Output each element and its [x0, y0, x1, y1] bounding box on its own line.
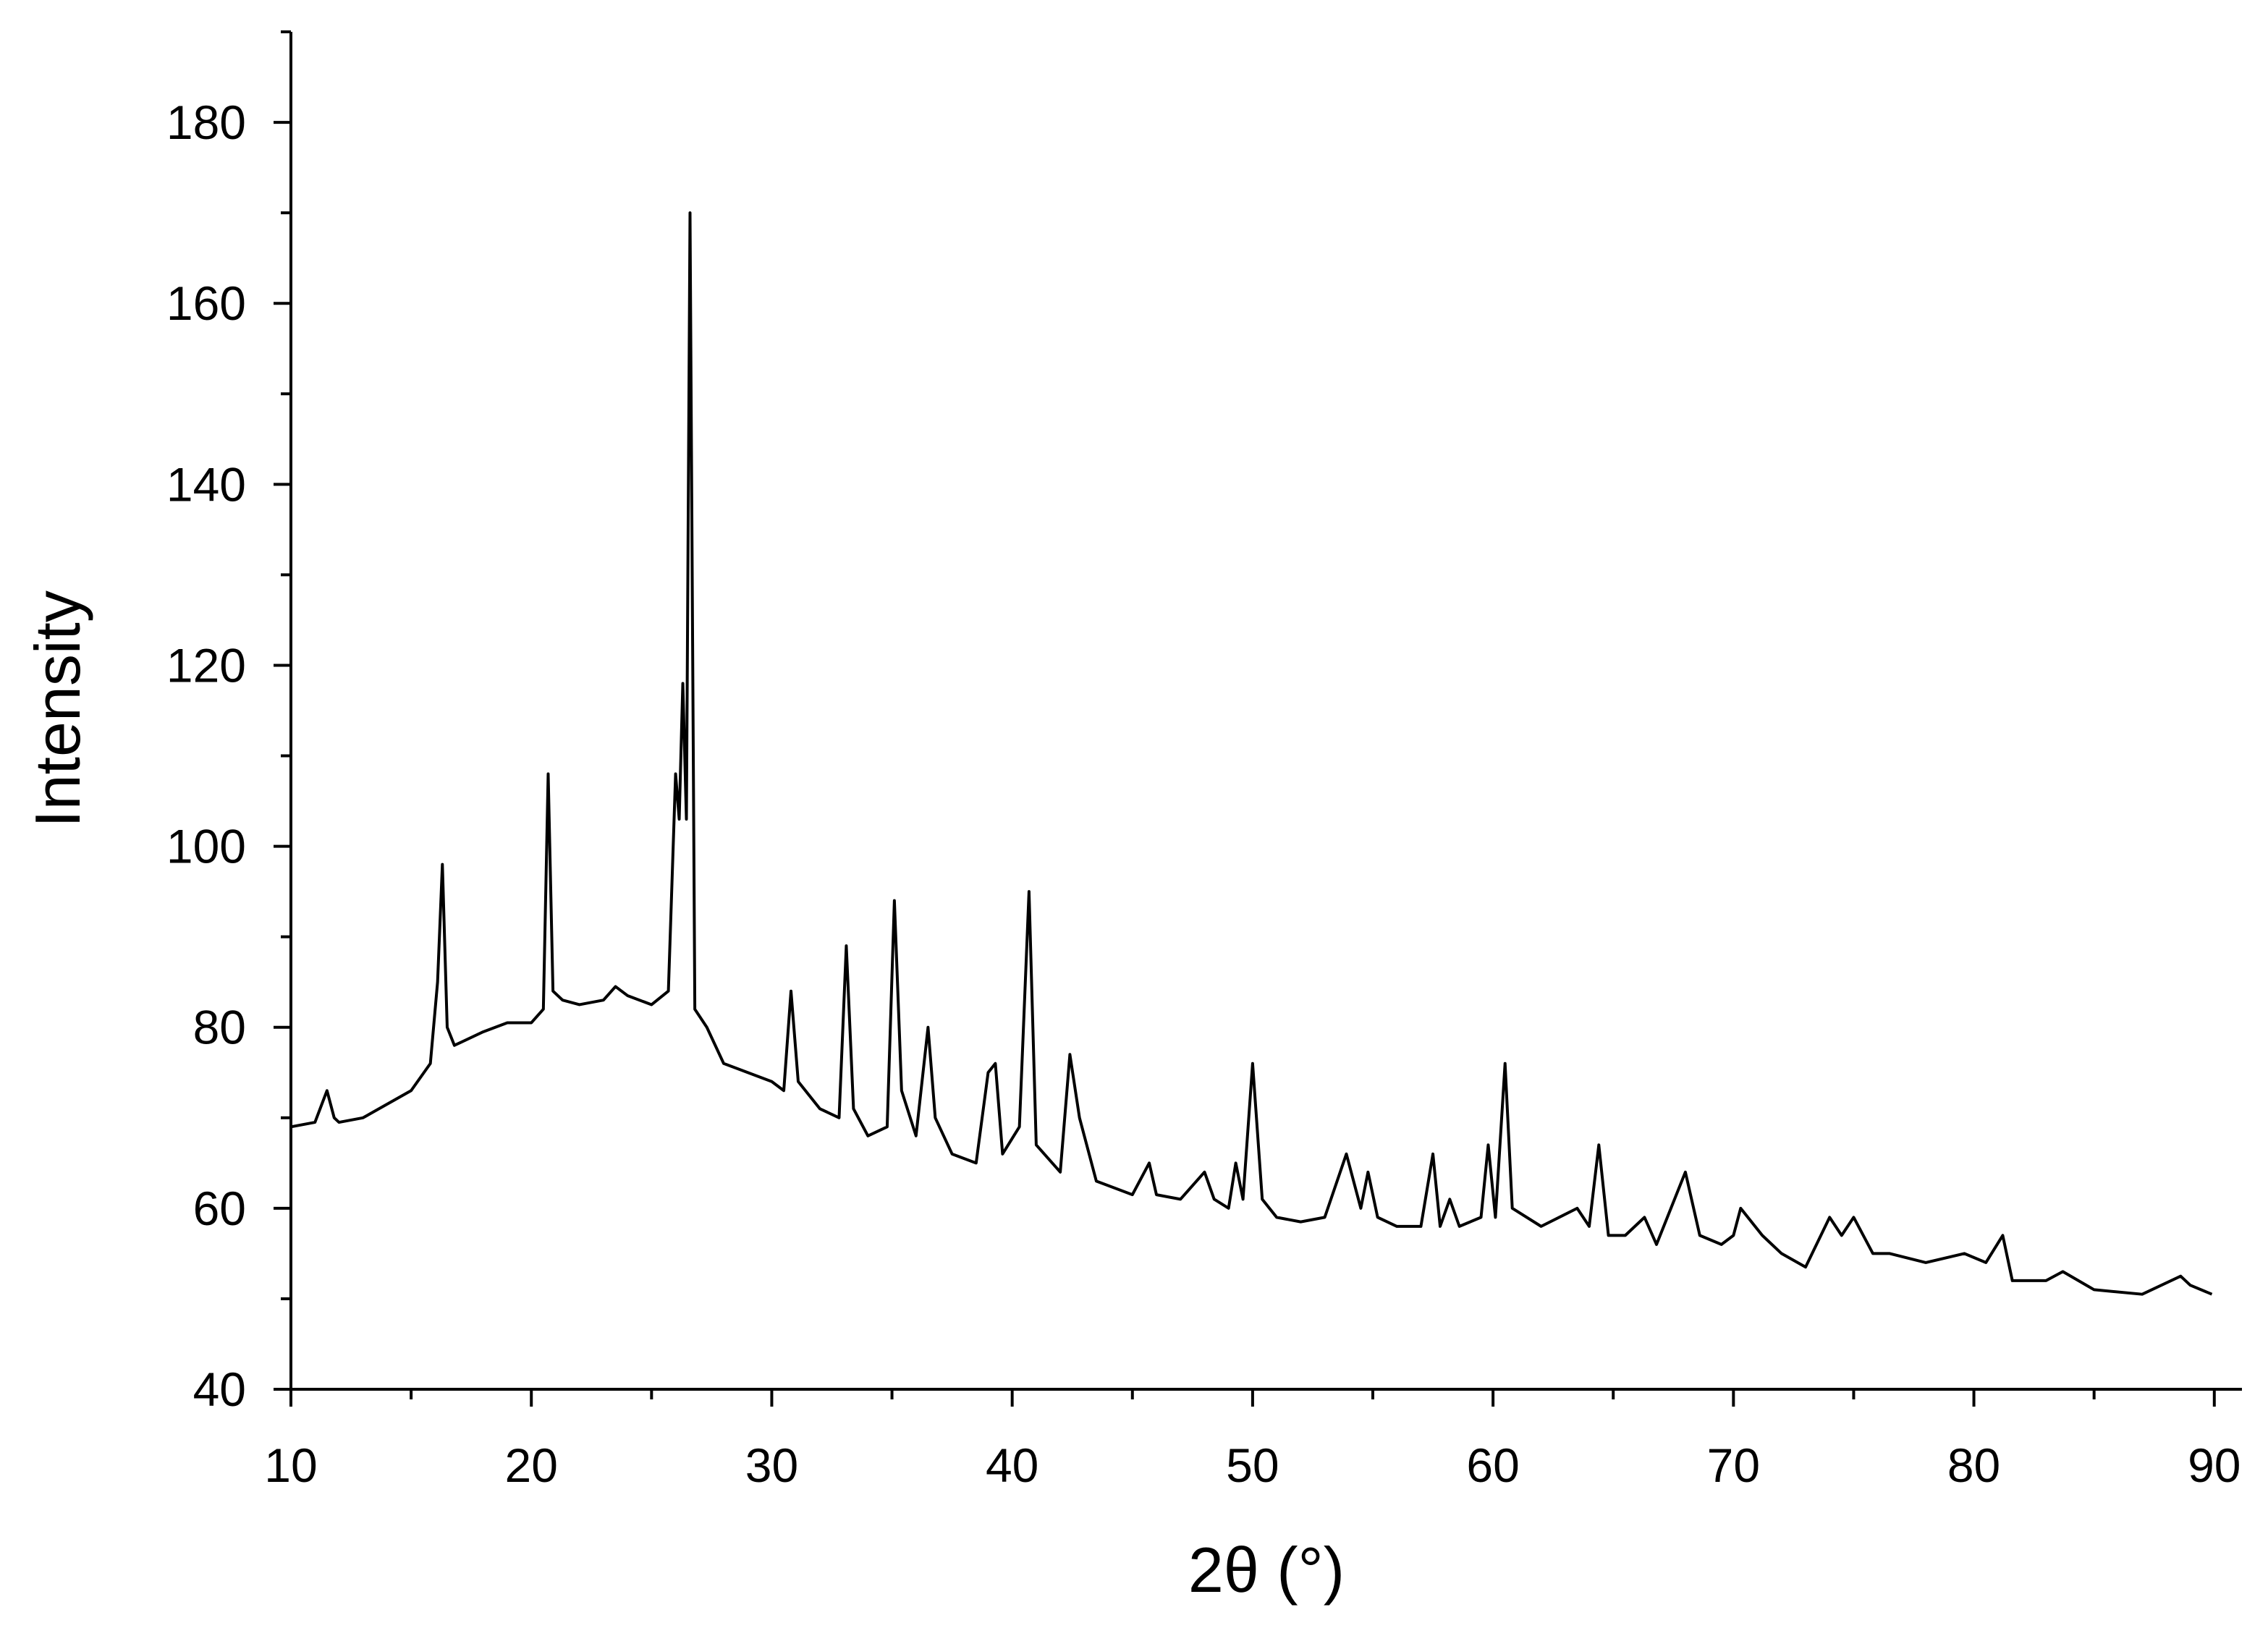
- y-tick-label: 160: [166, 276, 246, 330]
- data-line: [290, 211, 2213, 1296]
- y-tick-label: 140: [166, 457, 246, 511]
- y-tick-label: 100: [166, 820, 246, 873]
- y-tick-label: 120: [166, 638, 246, 692]
- x-tick-label: 10: [264, 1438, 317, 1492]
- x-tick-label: 70: [1707, 1438, 1760, 1492]
- y-tick-label: 60: [193, 1182, 246, 1235]
- y-axis-title: Intensity: [22, 590, 93, 828]
- y-tick-label: 180: [166, 96, 246, 149]
- y-tick-label: 40: [193, 1362, 246, 1416]
- x-tick-label: 60: [1466, 1438, 1519, 1492]
- x-tick-label: 40: [986, 1438, 1038, 1492]
- x-tick-label: 20: [505, 1438, 558, 1492]
- y-tick-label: 80: [193, 1001, 246, 1054]
- x-tick-label: 90: [2188, 1438, 2241, 1492]
- x-tick-label: 80: [1947, 1438, 2000, 1492]
- x-tick-label: 50: [1226, 1438, 1279, 1492]
- x-tick-label: 30: [745, 1438, 798, 1492]
- x-axis-title: 2θ (°): [1188, 1534, 1345, 1606]
